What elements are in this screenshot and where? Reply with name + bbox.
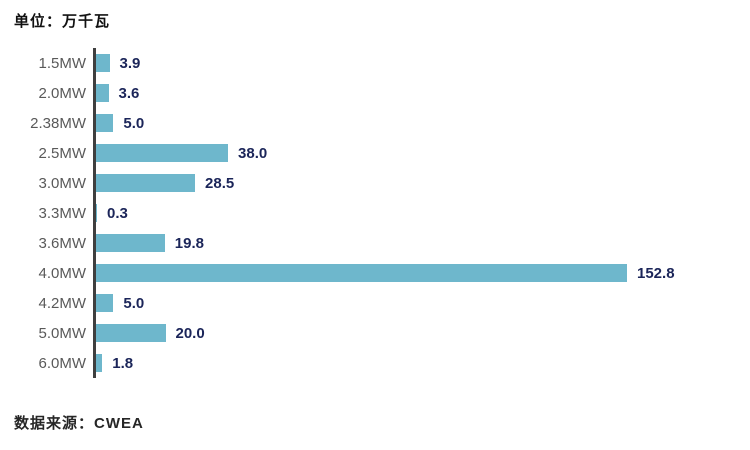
- bar-chart: 1.5MW 3.9 2.0MW 3.6 2.38MW 5.0 2.5MW 38.0 3.0MW 2…: [4, 48, 746, 378]
- plot-cell: 5.0: [93, 108, 746, 138]
- plot-cell: 152.8: [93, 258, 746, 288]
- category-label: 2.0MW: [38, 84, 86, 102]
- category-label: 6.0MW: [38, 354, 86, 372]
- bar: [96, 264, 627, 282]
- bar-row: 6.0MW 1.8: [4, 348, 746, 378]
- bar-row: 2.38MW 5.0: [4, 108, 746, 138]
- bar: [96, 294, 114, 312]
- category-label: 3.6MW: [38, 234, 86, 252]
- value-label: 3.9: [119, 54, 141, 72]
- bar-row: 2.5MW 38.0: [4, 138, 746, 168]
- value-label: 152.8: [637, 264, 675, 282]
- value-label: 1.8: [112, 354, 134, 372]
- category-label: 4.2MW: [38, 294, 86, 312]
- plot-cell: 3.9: [93, 48, 746, 78]
- plot-cell: 28.5: [93, 168, 746, 198]
- category-label: 2.5MW: [38, 144, 86, 162]
- bar-row: 5.0MW 20.0: [4, 318, 746, 348]
- category-label: 3.0MW: [38, 174, 86, 192]
- value-label: 28.5: [205, 174, 235, 192]
- category-label: 1.5MW: [38, 54, 86, 72]
- bar: [96, 174, 196, 192]
- bar: [96, 144, 229, 162]
- value-label: 19.8: [174, 234, 204, 252]
- value-label: 3.6: [118, 84, 140, 102]
- bar: [96, 234, 165, 252]
- unit-label: 单位：万千瓦: [14, 13, 111, 30]
- bar-row: 3.0MW 28.5: [4, 168, 746, 198]
- plot-cell: 5.0: [93, 288, 746, 318]
- plot-cell: 0.3: [93, 198, 746, 228]
- bar: [96, 54, 110, 72]
- plot-cell: 20.0: [93, 318, 746, 348]
- bar: [96, 114, 114, 132]
- category-label: 2.38MW: [30, 114, 86, 132]
- value-label: 5.0: [123, 114, 145, 132]
- bar: [96, 84, 109, 102]
- value-label: 0.3: [107, 204, 128, 222]
- bar-row: 4.2MW 5.0: [4, 288, 746, 318]
- plot-cell: 19.8: [93, 228, 746, 258]
- bar-row: 2.0MW 3.6: [4, 78, 746, 108]
- category-label: 4.0MW: [38, 264, 86, 282]
- category-label: 5.0MW: [38, 324, 86, 342]
- bar-row: 3.6MW 19.8: [4, 228, 746, 258]
- plot-cell: 3.6: [93, 78, 746, 108]
- data-source-label: 数据来源：CWEA: [14, 415, 144, 432]
- value-label: 38.0: [238, 144, 268, 162]
- bar: [96, 354, 103, 372]
- bar-row: 3.3MW 0.3: [4, 198, 746, 228]
- bar: [96, 324, 166, 342]
- value-label: 5.0: [123, 294, 145, 312]
- category-label: 3.3MW: [38, 204, 86, 222]
- value-label: 20.0: [175, 324, 205, 342]
- bar-row: 1.5MW 3.9: [4, 48, 746, 78]
- bar: [96, 204, 98, 222]
- plot-cell: 38.0: [93, 138, 746, 168]
- bar-row: 4.0MW 152.8: [4, 258, 746, 288]
- plot-cell: 1.8: [93, 348, 746, 378]
